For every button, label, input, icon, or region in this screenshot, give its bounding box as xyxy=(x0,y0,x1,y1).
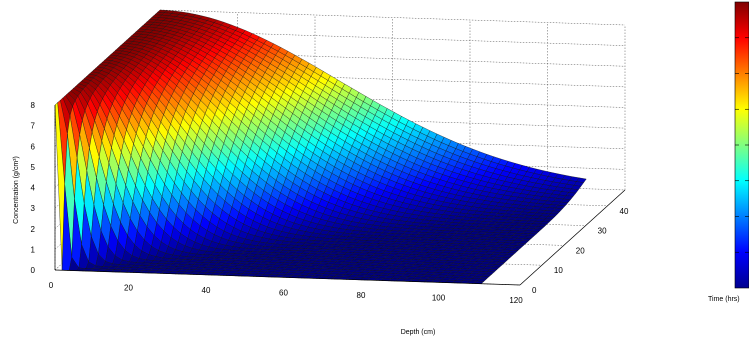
colorbar xyxy=(734,1,749,289)
z-axis-label: Concentration (g/cm³) xyxy=(13,156,20,224)
x-tick-label: 80 xyxy=(357,291,366,300)
y-axis-line xyxy=(519,189,626,286)
x-axis-label: Depth (cm) xyxy=(401,329,436,336)
grid-line xyxy=(159,51,626,67)
surface xyxy=(54,9,587,284)
grid-line xyxy=(159,71,626,88)
y-axis-label: Time (hrs) xyxy=(708,296,740,303)
grid-line xyxy=(159,112,626,129)
x-tick-label: 40 xyxy=(202,286,211,295)
x-axis-line xyxy=(54,269,521,286)
x-tick-label: 60 xyxy=(279,289,288,298)
x-tick-label: 120 xyxy=(509,296,523,305)
z-tick-label: 7 xyxy=(31,122,36,131)
z-tick-label: 2 xyxy=(31,225,36,234)
z-tick-label: 5 xyxy=(31,163,36,172)
z-tick-label: 6 xyxy=(31,142,36,151)
tick-labels: 0 20 40 60 80 100 120 0 10 20 30 40 0 1 2 3 4 5 6 7 8 xyxy=(31,101,629,305)
x-tick-label: 20 xyxy=(124,284,133,293)
z-tick-label: 3 xyxy=(31,204,36,213)
grid-line xyxy=(159,92,626,108)
z-tick-label: 1 xyxy=(31,245,36,254)
x-tick-label: 100 xyxy=(432,294,446,303)
axes-lines xyxy=(54,105,626,286)
grid-line xyxy=(159,133,626,149)
y-tick-label: 0 xyxy=(532,286,537,295)
grid-line xyxy=(159,9,626,26)
y-tick-label: 30 xyxy=(598,227,607,236)
z-tick-label: 0 xyxy=(31,266,36,275)
grid-line xyxy=(159,154,626,170)
grid-line xyxy=(159,30,626,46)
z-tick-label: 8 xyxy=(31,101,36,110)
y-tick-label: 40 xyxy=(620,207,629,216)
y-tick-label: 10 xyxy=(554,266,563,275)
x-tick-label: 0 xyxy=(49,281,54,290)
y-tick-label: 20 xyxy=(576,246,585,255)
z-tick-label: 4 xyxy=(31,184,36,193)
